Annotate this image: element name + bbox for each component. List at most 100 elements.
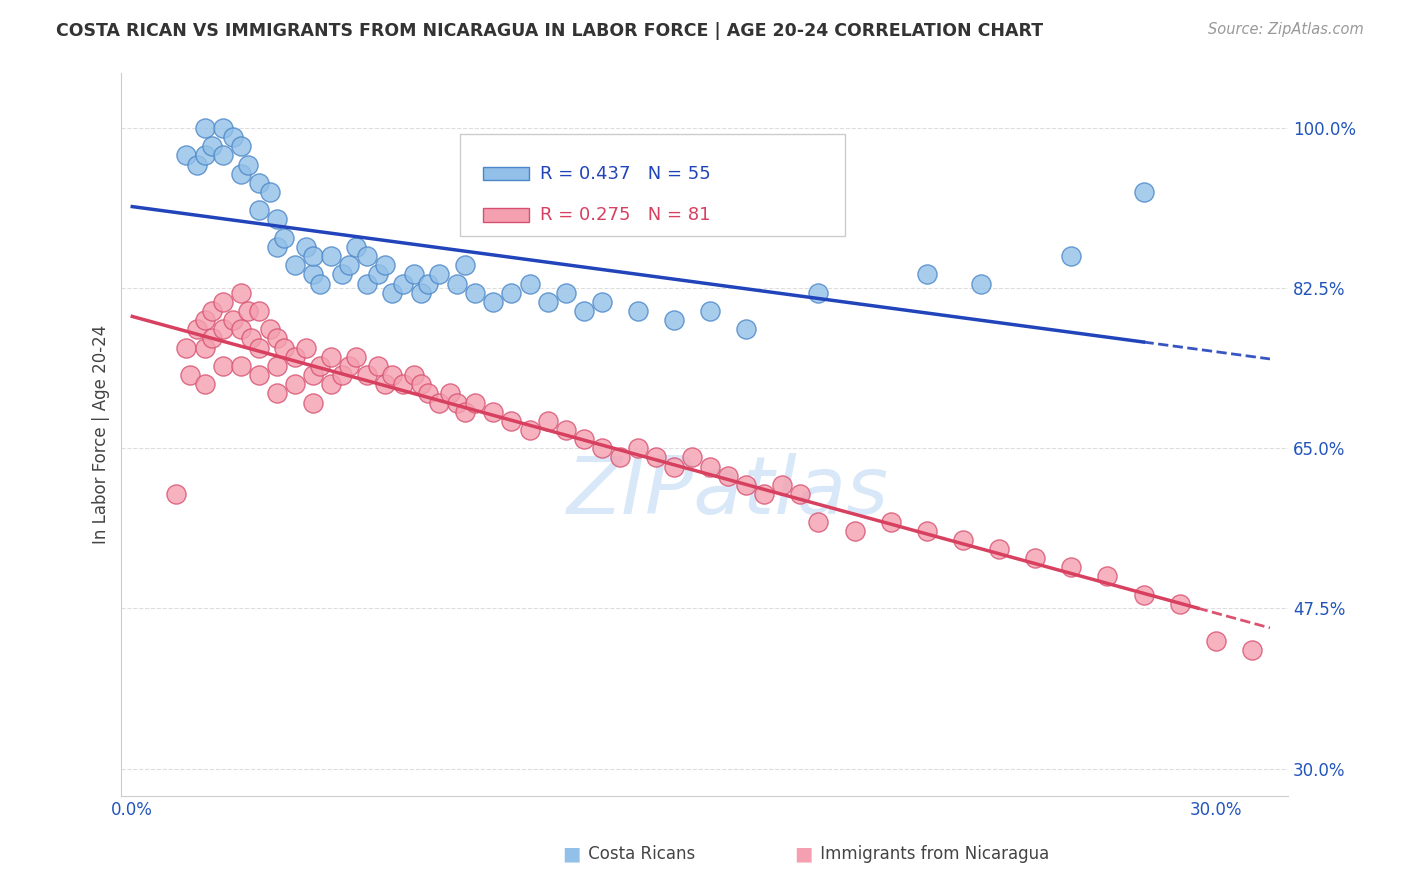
Point xyxy=(519,423,541,437)
Point xyxy=(236,157,259,171)
Point xyxy=(229,139,252,153)
Text: ■: ■ xyxy=(794,845,813,863)
Point xyxy=(501,414,523,428)
Point xyxy=(501,285,523,300)
Point xyxy=(645,450,668,465)
Point xyxy=(229,167,252,181)
Point xyxy=(1132,185,1154,199)
Point xyxy=(1060,249,1083,263)
Point xyxy=(699,304,721,318)
Point xyxy=(418,277,440,291)
Point xyxy=(1097,569,1119,583)
Point xyxy=(464,285,486,300)
Point xyxy=(211,148,233,162)
Point xyxy=(247,176,270,190)
Point xyxy=(201,304,224,318)
Point xyxy=(402,268,425,282)
Point xyxy=(179,368,201,382)
Text: ■: ■ xyxy=(562,845,581,863)
Point xyxy=(193,120,215,135)
Point xyxy=(176,148,198,162)
Point xyxy=(211,359,233,373)
Point xyxy=(247,304,270,318)
Point xyxy=(273,231,295,245)
Point xyxy=(717,468,740,483)
Point xyxy=(1024,551,1046,566)
FancyBboxPatch shape xyxy=(484,208,529,221)
Point xyxy=(236,304,259,318)
Point xyxy=(165,487,187,501)
Point xyxy=(609,450,631,465)
Point xyxy=(1060,560,1083,574)
Point xyxy=(1205,633,1227,648)
Point xyxy=(427,395,450,409)
Point xyxy=(229,359,252,373)
Point xyxy=(411,285,433,300)
Point xyxy=(970,277,993,291)
Point xyxy=(952,533,974,547)
Text: ZIPatlas: ZIPatlas xyxy=(567,453,889,532)
Point xyxy=(211,120,233,135)
Point xyxy=(699,459,721,474)
Point xyxy=(319,377,342,392)
Point xyxy=(302,368,325,382)
Y-axis label: In Labor Force | Age 20-24: In Labor Force | Age 20-24 xyxy=(93,325,110,544)
Point xyxy=(309,359,332,373)
Point xyxy=(337,359,360,373)
Point xyxy=(356,368,378,382)
Point xyxy=(302,268,325,282)
Point xyxy=(439,386,461,401)
Point xyxy=(789,487,811,501)
Point xyxy=(222,313,245,327)
Point xyxy=(554,285,576,300)
Point xyxy=(374,377,396,392)
Point xyxy=(273,341,295,355)
Point xyxy=(302,249,325,263)
Point xyxy=(446,277,468,291)
Point xyxy=(681,450,703,465)
Point xyxy=(319,350,342,364)
Point xyxy=(392,377,415,392)
Point xyxy=(222,130,245,145)
Point xyxy=(627,442,650,456)
Point xyxy=(309,277,332,291)
FancyBboxPatch shape xyxy=(484,167,529,180)
Point xyxy=(284,377,307,392)
Point xyxy=(344,350,367,364)
Text: COSTA RICAN VS IMMIGRANTS FROM NICARAGUA IN LABOR FORCE | AGE 20-24 CORRELATION : COSTA RICAN VS IMMIGRANTS FROM NICARAGUA… xyxy=(56,22,1043,40)
Point xyxy=(330,368,353,382)
Point xyxy=(259,322,281,336)
Point xyxy=(294,240,316,254)
Point xyxy=(770,478,793,492)
Point xyxy=(427,268,450,282)
Point xyxy=(266,331,288,345)
Point xyxy=(536,414,558,428)
Point xyxy=(807,515,830,529)
Point xyxy=(453,258,475,272)
FancyBboxPatch shape xyxy=(460,135,845,235)
Point xyxy=(229,322,252,336)
Point xyxy=(988,541,1011,556)
Point xyxy=(418,386,440,401)
Text: R = 0.437   N = 55: R = 0.437 N = 55 xyxy=(540,165,710,183)
Text: Costa Ricans: Costa Ricans xyxy=(583,846,696,863)
Point xyxy=(367,268,389,282)
Point xyxy=(482,294,505,309)
Point xyxy=(844,524,866,538)
Point xyxy=(266,240,288,254)
Point xyxy=(193,377,215,392)
Point xyxy=(186,157,208,171)
Point xyxy=(446,395,468,409)
Point xyxy=(211,322,233,336)
Point xyxy=(247,341,270,355)
Point xyxy=(176,341,198,355)
Point xyxy=(356,249,378,263)
Text: Immigrants from Nicaragua: Immigrants from Nicaragua xyxy=(815,846,1050,863)
Point xyxy=(915,268,938,282)
Point xyxy=(662,313,685,327)
Point xyxy=(402,368,425,382)
Point xyxy=(201,139,224,153)
Point xyxy=(381,285,404,300)
Point xyxy=(294,341,316,355)
Point xyxy=(247,368,270,382)
